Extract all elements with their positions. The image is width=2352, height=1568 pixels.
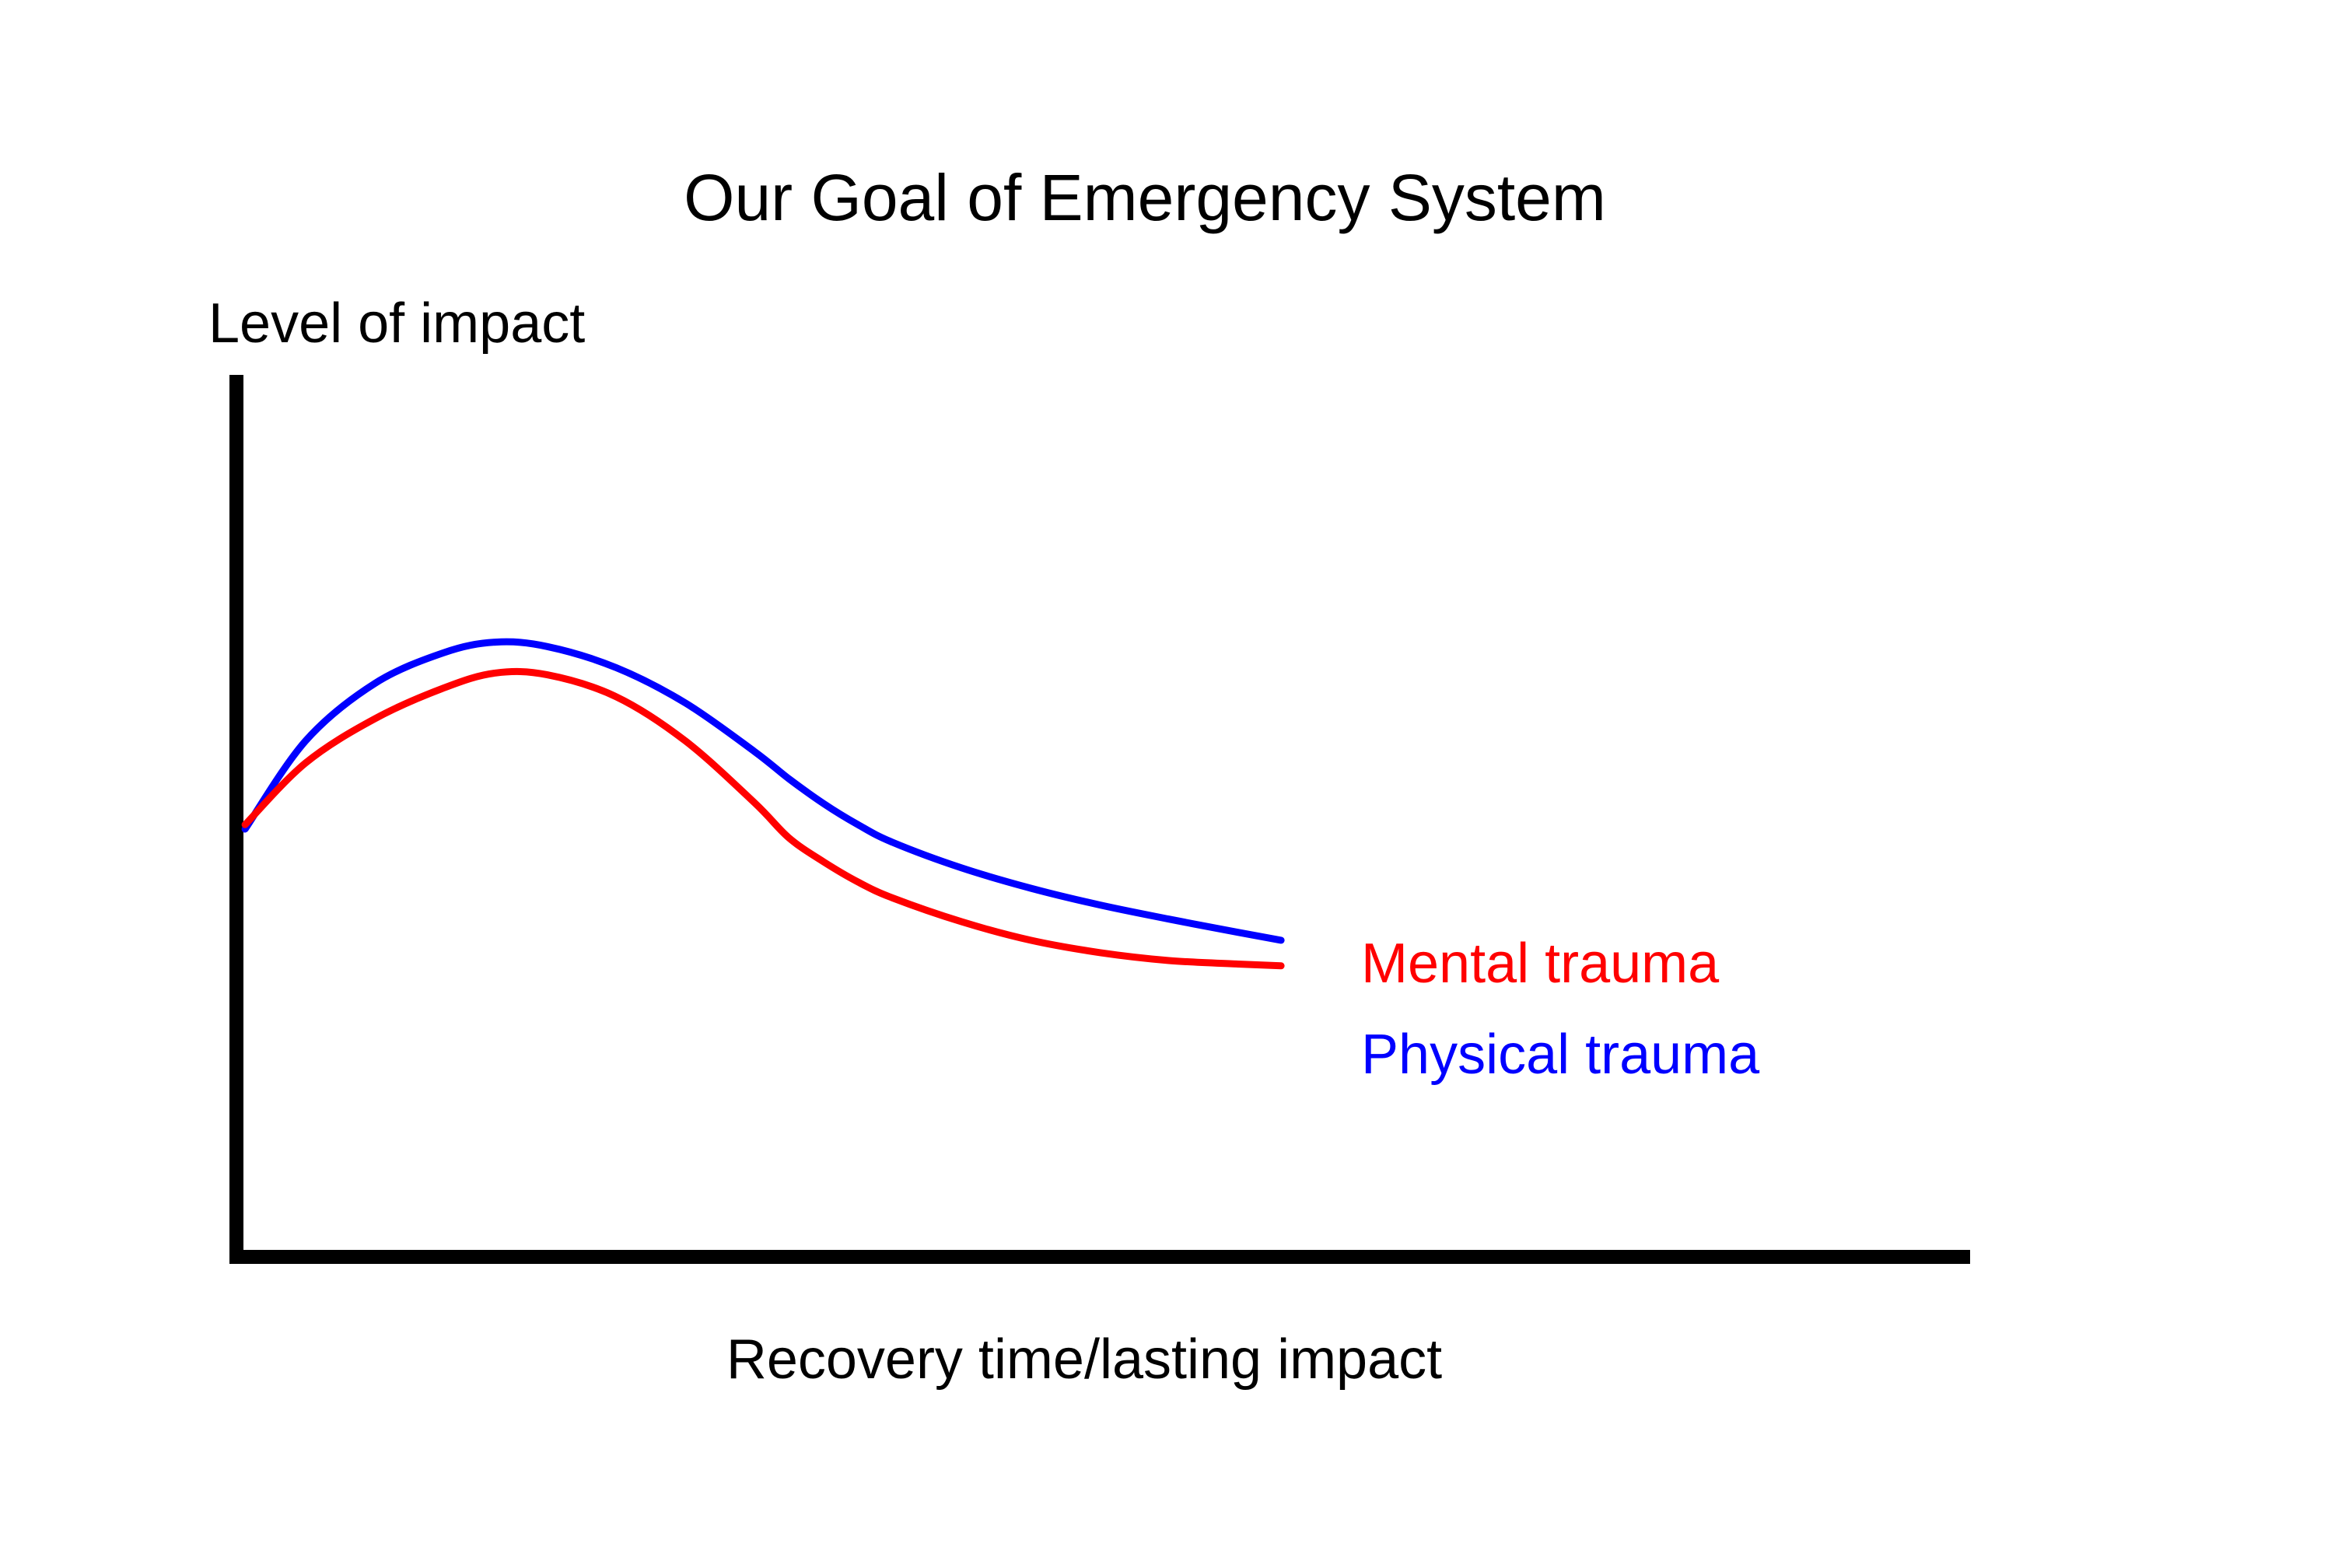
legend: Mental trauma Physical trauma: [1361, 933, 1760, 1086]
series-layer: [241, 638, 1285, 970]
legend-label-mental-trauma: Mental trauma: [1361, 933, 1720, 995]
chart-title: Our Goal of Emergency System: [684, 161, 1606, 234]
series-line-physical-trauma: [241, 638, 1285, 944]
x-axis-label: Recovery time/lasting impact: [726, 1328, 1442, 1391]
legend-label-physical-trauma: Physical trauma: [1361, 1024, 1760, 1086]
series-line-mental-trauma: [241, 667, 1285, 970]
y-axis-label: Level of impact: [208, 292, 585, 355]
